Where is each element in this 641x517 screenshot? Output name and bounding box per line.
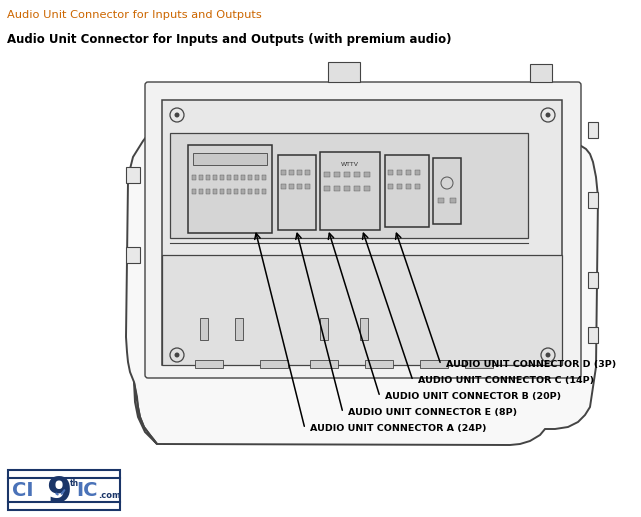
FancyBboxPatch shape (397, 170, 402, 175)
FancyBboxPatch shape (206, 175, 210, 180)
FancyBboxPatch shape (588, 192, 598, 208)
FancyBboxPatch shape (305, 170, 310, 175)
FancyBboxPatch shape (192, 175, 196, 180)
FancyBboxPatch shape (281, 170, 286, 175)
FancyBboxPatch shape (406, 184, 411, 189)
Text: .com: .com (98, 491, 121, 499)
FancyBboxPatch shape (262, 189, 266, 194)
FancyBboxPatch shape (354, 186, 360, 191)
FancyBboxPatch shape (385, 155, 429, 227)
FancyBboxPatch shape (278, 155, 316, 230)
FancyBboxPatch shape (320, 318, 328, 340)
FancyBboxPatch shape (145, 82, 581, 378)
FancyBboxPatch shape (195, 360, 223, 368)
Polygon shape (134, 382, 157, 444)
FancyBboxPatch shape (305, 184, 310, 189)
FancyBboxPatch shape (126, 167, 140, 183)
FancyBboxPatch shape (199, 189, 203, 194)
FancyBboxPatch shape (364, 186, 370, 191)
FancyBboxPatch shape (213, 175, 217, 180)
FancyBboxPatch shape (213, 189, 217, 194)
Text: IC: IC (76, 480, 97, 499)
FancyBboxPatch shape (344, 186, 350, 191)
Circle shape (174, 113, 179, 117)
FancyBboxPatch shape (433, 158, 461, 224)
FancyBboxPatch shape (465, 360, 493, 368)
FancyBboxPatch shape (450, 198, 456, 203)
FancyBboxPatch shape (234, 189, 238, 194)
Text: AUDIO UNIT CONNECTOR A (24P): AUDIO UNIT CONNECTOR A (24P) (310, 424, 487, 433)
FancyBboxPatch shape (199, 175, 203, 180)
FancyBboxPatch shape (397, 184, 402, 189)
Circle shape (174, 353, 179, 357)
FancyBboxPatch shape (220, 189, 224, 194)
FancyBboxPatch shape (354, 172, 360, 177)
FancyBboxPatch shape (388, 170, 393, 175)
FancyBboxPatch shape (126, 247, 140, 263)
FancyBboxPatch shape (334, 172, 340, 177)
FancyBboxPatch shape (334, 186, 340, 191)
FancyBboxPatch shape (297, 184, 302, 189)
FancyBboxPatch shape (364, 172, 370, 177)
FancyBboxPatch shape (235, 318, 243, 340)
FancyBboxPatch shape (415, 170, 420, 175)
FancyBboxPatch shape (200, 318, 208, 340)
Text: WTTV: WTTV (341, 161, 359, 166)
FancyBboxPatch shape (344, 172, 350, 177)
Text: Audio Unit Connector for Inputs and Outputs (with premium audio): Audio Unit Connector for Inputs and Outp… (7, 33, 451, 46)
FancyBboxPatch shape (227, 175, 231, 180)
Circle shape (545, 113, 551, 117)
FancyBboxPatch shape (324, 172, 330, 177)
Text: CI: CI (12, 480, 33, 499)
FancyBboxPatch shape (297, 170, 302, 175)
Polygon shape (126, 119, 598, 445)
FancyBboxPatch shape (241, 175, 245, 180)
FancyBboxPatch shape (248, 189, 252, 194)
FancyBboxPatch shape (162, 100, 562, 365)
Circle shape (545, 353, 551, 357)
FancyBboxPatch shape (262, 175, 266, 180)
FancyBboxPatch shape (234, 175, 238, 180)
FancyBboxPatch shape (206, 189, 210, 194)
FancyBboxPatch shape (324, 186, 330, 191)
FancyBboxPatch shape (289, 184, 294, 189)
FancyBboxPatch shape (588, 122, 598, 138)
FancyBboxPatch shape (192, 189, 196, 194)
FancyBboxPatch shape (388, 184, 393, 189)
FancyBboxPatch shape (220, 175, 224, 180)
FancyBboxPatch shape (162, 255, 562, 365)
Text: 9: 9 (46, 475, 71, 509)
FancyBboxPatch shape (193, 153, 267, 165)
FancyBboxPatch shape (406, 170, 411, 175)
Text: Audio Unit Connector for Inputs and Outputs: Audio Unit Connector for Inputs and Outp… (7, 10, 262, 20)
FancyBboxPatch shape (530, 64, 552, 82)
FancyBboxPatch shape (289, 170, 294, 175)
FancyBboxPatch shape (360, 318, 368, 340)
FancyBboxPatch shape (248, 175, 252, 180)
Text: AUDIO UNIT CONNECTOR D (3P): AUDIO UNIT CONNECTOR D (3P) (446, 360, 616, 370)
FancyBboxPatch shape (241, 189, 245, 194)
FancyBboxPatch shape (170, 133, 528, 238)
FancyBboxPatch shape (188, 145, 272, 233)
FancyBboxPatch shape (8, 470, 120, 510)
Text: AUDIO UNIT CONNECTOR E (8P): AUDIO UNIT CONNECTOR E (8P) (348, 408, 517, 418)
FancyBboxPatch shape (588, 327, 598, 343)
FancyBboxPatch shape (255, 189, 259, 194)
FancyBboxPatch shape (281, 184, 286, 189)
FancyBboxPatch shape (227, 189, 231, 194)
FancyBboxPatch shape (415, 184, 420, 189)
FancyBboxPatch shape (320, 152, 380, 230)
FancyBboxPatch shape (328, 62, 360, 82)
FancyBboxPatch shape (420, 360, 448, 368)
FancyBboxPatch shape (310, 360, 338, 368)
Text: th: th (70, 479, 79, 489)
FancyBboxPatch shape (588, 272, 598, 288)
FancyBboxPatch shape (365, 360, 393, 368)
FancyBboxPatch shape (438, 198, 444, 203)
Text: AUDIO UNIT CONNECTOR C (14P): AUDIO UNIT CONNECTOR C (14P) (418, 376, 594, 386)
FancyBboxPatch shape (255, 175, 259, 180)
FancyBboxPatch shape (260, 360, 288, 368)
Text: AUDIO UNIT CONNECTOR B (20P): AUDIO UNIT CONNECTOR B (20P) (385, 392, 561, 402)
